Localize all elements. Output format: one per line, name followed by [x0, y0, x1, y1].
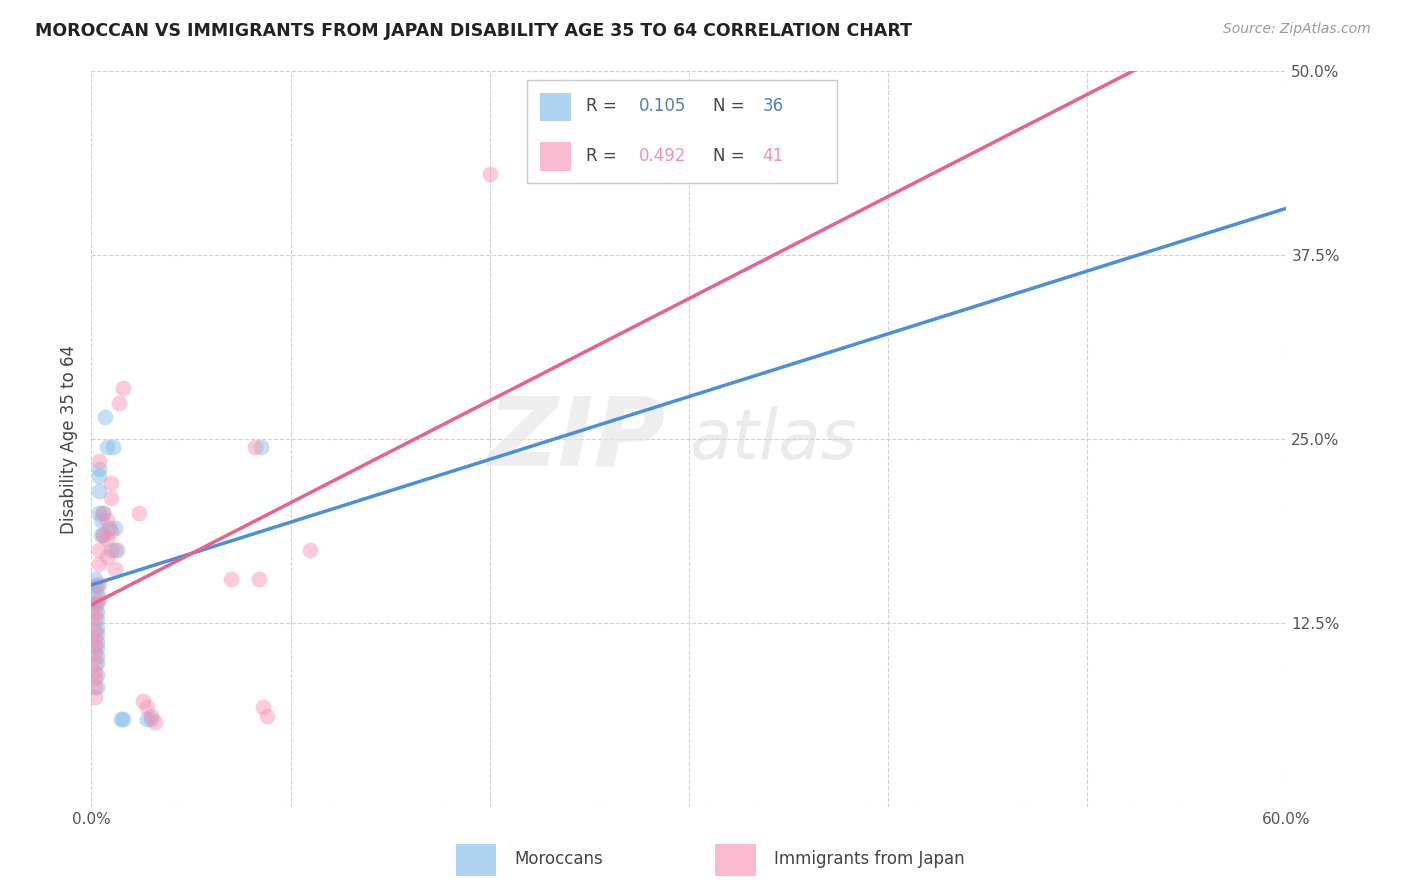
Point	[84, 612, 107, 626]
Point	[84, 631, 107, 645]
Text: 0.105: 0.105	[638, 97, 686, 115]
Text: N =: N =	[713, 97, 749, 115]
Point	[89, 469, 111, 483]
Text: ZIP: ZIP	[486, 392, 665, 486]
Text: Moroccans: Moroccans	[515, 849, 603, 868]
Point	[86, 605, 108, 619]
Point	[90, 528, 112, 542]
Text: 36: 36	[762, 97, 783, 115]
Point	[86, 626, 108, 640]
Text: R =: R =	[586, 97, 621, 115]
Point	[86, 612, 108, 626]
Point	[104, 521, 127, 535]
Point	[89, 454, 111, 468]
Point	[249, 440, 271, 454]
Y-axis label: Disability Age 35 to 64: Disability Age 35 to 64	[59, 345, 77, 533]
Point	[141, 709, 162, 723]
Text: atlas: atlas	[689, 406, 856, 473]
Point	[94, 410, 117, 425]
Point	[84, 671, 107, 685]
Point	[98, 521, 121, 535]
Point	[89, 483, 111, 498]
FancyBboxPatch shape	[456, 844, 496, 876]
Point	[93, 528, 115, 542]
Point	[84, 572, 107, 586]
Point	[478, 168, 501, 182]
Text: N =: N =	[713, 146, 749, 165]
Point	[143, 714, 166, 729]
Point	[100, 542, 122, 557]
Text: 0.492: 0.492	[638, 146, 686, 165]
Point	[89, 506, 111, 520]
Point	[86, 648, 108, 663]
Point	[86, 641, 108, 656]
Point	[247, 572, 270, 586]
Point	[252, 700, 274, 714]
Text: MOROCCAN VS IMMIGRANTS FROM JAPAN DISABILITY AGE 35 TO 64 CORRELATION CHART: MOROCCAN VS IMMIGRANTS FROM JAPAN DISABI…	[35, 22, 912, 40]
Point	[84, 624, 107, 638]
Point	[84, 639, 107, 653]
Point	[89, 558, 111, 572]
Point	[86, 680, 108, 694]
Point	[84, 656, 107, 670]
Point	[84, 597, 107, 611]
Point	[219, 572, 242, 586]
Point	[103, 440, 125, 454]
Point	[96, 440, 118, 454]
Point	[86, 635, 108, 649]
Point	[96, 549, 118, 565]
Point	[89, 542, 111, 557]
Point	[93, 506, 115, 520]
FancyBboxPatch shape	[540, 142, 571, 170]
Text: Immigrants from Japan: Immigrants from Japan	[775, 849, 965, 868]
Point	[93, 506, 115, 520]
Point	[141, 712, 162, 726]
Point	[108, 395, 131, 409]
FancyBboxPatch shape	[716, 844, 755, 876]
Point	[128, 506, 150, 520]
Point	[96, 533, 118, 547]
Text: Source: ZipAtlas.com: Source: ZipAtlas.com	[1223, 22, 1371, 37]
Point	[299, 542, 322, 557]
Point	[84, 646, 107, 660]
Point	[90, 513, 112, 527]
Point	[86, 587, 108, 601]
Point	[110, 712, 132, 726]
Point	[256, 709, 278, 723]
Point	[136, 700, 159, 714]
Point	[105, 542, 128, 557]
Point	[100, 476, 122, 491]
Point	[86, 667, 108, 682]
Point	[89, 591, 111, 606]
Point	[84, 690, 107, 704]
Point	[136, 712, 159, 726]
Point	[112, 712, 135, 726]
Text: R =: R =	[586, 146, 621, 165]
Point	[96, 513, 118, 527]
Point	[112, 381, 135, 395]
Point	[86, 597, 108, 611]
Point	[84, 680, 107, 694]
Point	[86, 656, 108, 670]
Text: 41: 41	[762, 146, 783, 165]
Point	[132, 694, 155, 708]
Point	[100, 491, 122, 505]
Point	[89, 576, 111, 591]
Point	[89, 462, 111, 476]
Point	[104, 542, 127, 557]
Point	[100, 524, 122, 538]
Point	[104, 562, 127, 576]
Point	[243, 440, 266, 454]
Point	[86, 594, 108, 608]
Point	[93, 528, 115, 542]
Point	[84, 665, 107, 679]
Point	[86, 621, 108, 635]
FancyBboxPatch shape	[540, 93, 571, 121]
Point	[84, 606, 107, 620]
Point	[84, 580, 107, 594]
Point	[86, 580, 108, 594]
